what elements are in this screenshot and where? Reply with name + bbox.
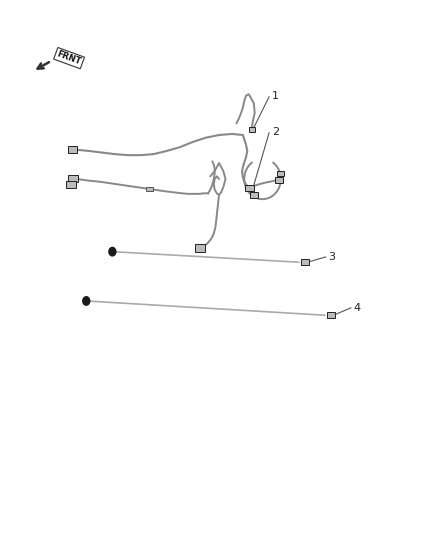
FancyBboxPatch shape [67, 147, 77, 154]
FancyBboxPatch shape [249, 127, 255, 132]
FancyBboxPatch shape [68, 175, 78, 182]
FancyBboxPatch shape [245, 184, 254, 191]
Text: 3: 3 [328, 252, 335, 262]
Text: 4: 4 [353, 303, 360, 313]
FancyBboxPatch shape [275, 177, 283, 183]
Circle shape [109, 247, 116, 256]
Circle shape [83, 297, 90, 305]
FancyBboxPatch shape [66, 181, 76, 188]
FancyBboxPatch shape [327, 312, 335, 318]
FancyBboxPatch shape [146, 187, 152, 191]
FancyBboxPatch shape [277, 171, 284, 176]
Text: 2: 2 [272, 127, 279, 138]
FancyBboxPatch shape [301, 260, 309, 265]
Text: FRNT: FRNT [56, 50, 82, 67]
FancyBboxPatch shape [250, 192, 258, 198]
FancyBboxPatch shape [195, 244, 205, 252]
Text: 1: 1 [272, 91, 279, 101]
